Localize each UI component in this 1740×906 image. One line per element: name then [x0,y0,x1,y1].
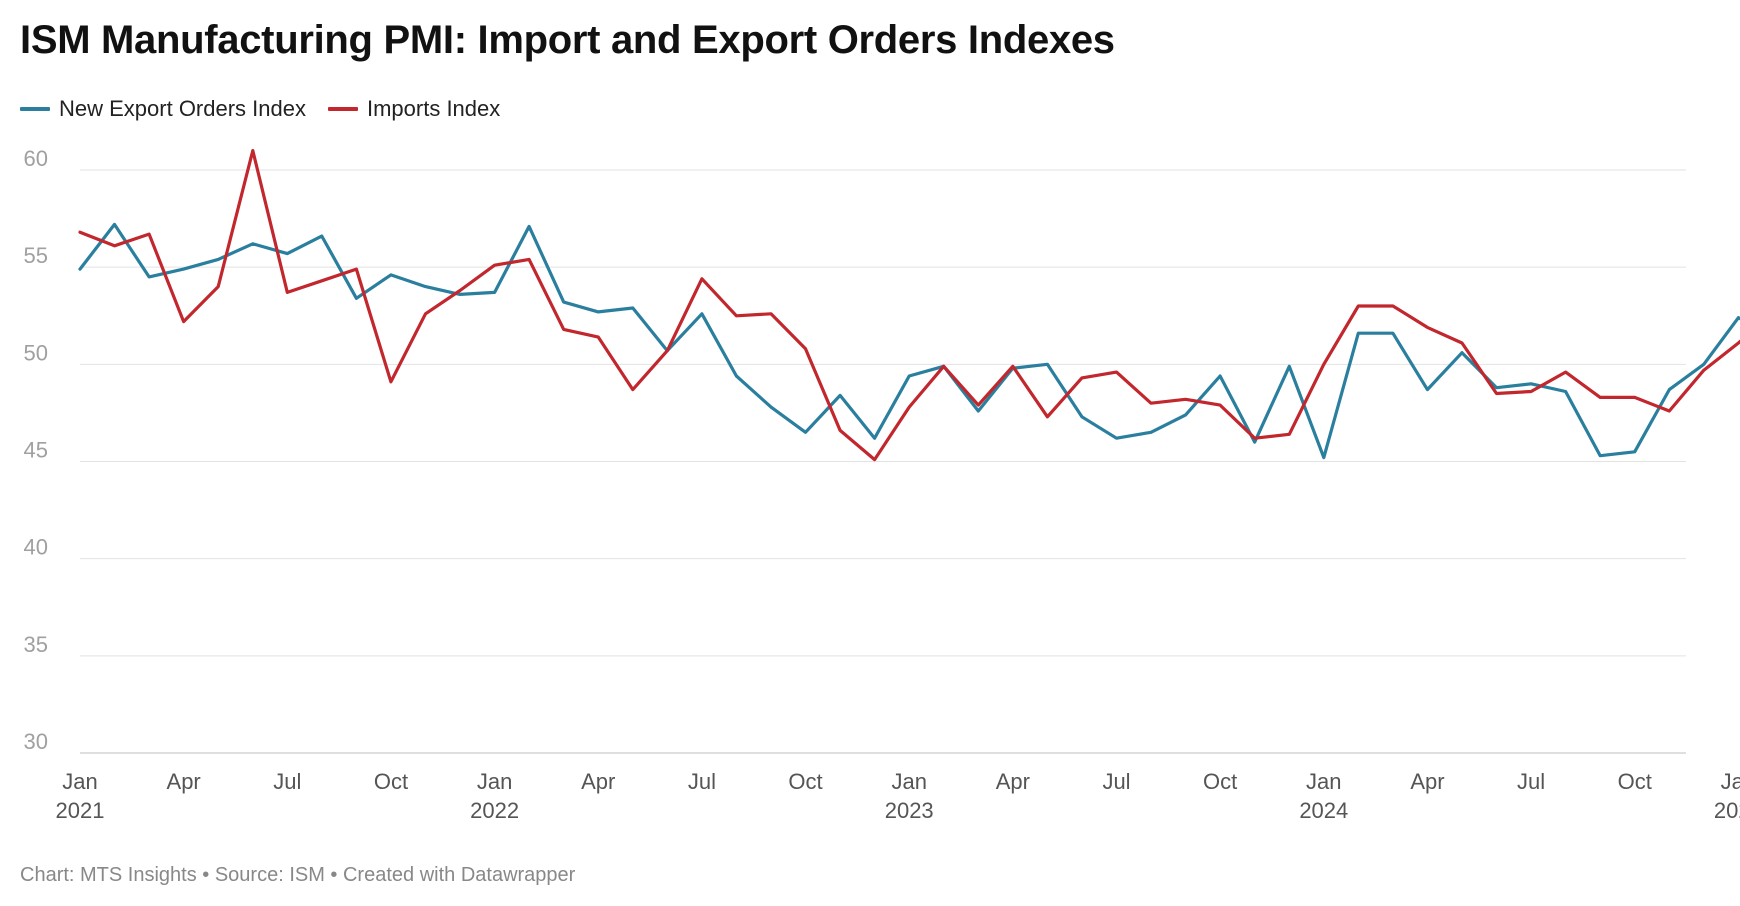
x-tick-label-2021-07: Jul [273,769,301,794]
legend-swatch-export [20,107,50,111]
x-tick-label-2023-07: Jul [1102,769,1130,794]
x-tick-year-2025-01: 2025 [1714,798,1740,823]
x-tick-label-2023-01: Jan [891,769,926,794]
series-line-1 [78,149,1740,462]
x-tick-label-2021-04: Apr [167,769,201,794]
legend-item-imports: Imports Index [327,96,501,122]
x-tick-label-2022-01: Jan [477,769,512,794]
x-tick-label-2025-01: Jan [1721,769,1740,794]
chart-legend: New Export Orders Index Imports Index [20,96,522,122]
x-tick-label-2023-10: Oct [1203,769,1237,794]
y-tick-label-55: 55 [24,243,48,268]
chart-footer: Chart: MTS Insights • Source: ISM • Crea… [20,864,576,886]
x-tick-year-2024-01: 2024 [1299,798,1348,823]
x-tick-label-2022-07: Jul [688,769,716,794]
x-tick-label-2023-04: Apr [996,769,1030,794]
legend-swatch-imports [327,107,358,111]
y-tick-label-30: 30 [24,729,48,754]
series-line-0 [78,222,1740,460]
x-tick-label-2021-10: Oct [374,769,408,794]
y-tick-label-60: 60 [24,146,48,171]
legend-item-export: New Export Orders Index [20,96,306,122]
legend-label-export: New Export Orders Index [59,96,306,121]
x-tick-label-2021-01: Jan [62,769,97,794]
y-tick-label-50: 50 [24,340,48,365]
x-tick-label-2024-04: Apr [1410,769,1444,794]
x-tick-year-2023-01: 2023 [885,798,934,823]
x-tick-label-2022-10: Oct [788,769,822,794]
x-tick-label-2024-01: Jan [1306,769,1341,794]
x-tick-label-2022-04: Apr [581,769,615,794]
x-tick-label-2024-07: Jul [1517,769,1545,794]
legend-label-imports: Imports Index [366,96,501,121]
chart-title: ISM Manufacturing PMI: Import and Export… [20,18,1115,62]
x-tick-year-2022-01: 2022 [470,798,519,823]
x-tick-year-2021-01: 2021 [56,798,105,823]
y-tick-label-45: 45 [24,438,48,463]
y-tick-label-40: 40 [24,535,48,560]
y-tick-label-35: 35 [24,632,48,657]
x-tick-label-2024-10: Oct [1618,769,1652,794]
